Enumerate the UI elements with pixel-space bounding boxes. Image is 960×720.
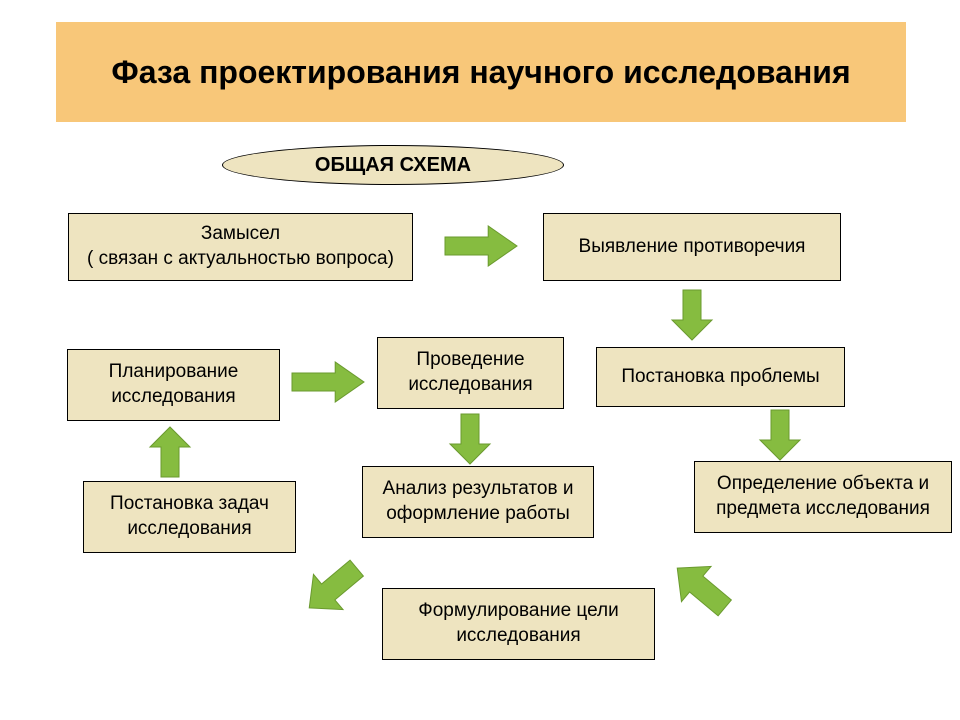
slide-title-text: Фаза проектирования научного исследовани… bbox=[111, 52, 850, 92]
box-label: Формулирование цели исследования bbox=[391, 599, 646, 648]
box-tasks: Постановка задач исследования bbox=[83, 481, 296, 553]
box-label: Постановка проблемы bbox=[621, 365, 819, 390]
a5-arrow-icon bbox=[294, 550, 371, 625]
a3-arrow-icon bbox=[760, 410, 800, 460]
subtitle-ellipse: ОБЩАЯ СХЕМА bbox=[222, 145, 564, 185]
box-label: Проведение исследования bbox=[386, 348, 555, 397]
slide-title: Фаза проектирования научного исследовани… bbox=[56, 22, 906, 122]
box-problem: Постановка проблемы bbox=[596, 347, 845, 407]
box-contradiction: Выявление противоречия bbox=[543, 213, 841, 281]
box-conducting: Проведение исследования bbox=[377, 337, 564, 409]
box-label: Замысел( связан с актуальностью вопроса) bbox=[87, 222, 394, 271]
a4-arrow-icon bbox=[662, 550, 739, 625]
box-object: Определение объекта и предмета исследова… bbox=[694, 461, 952, 533]
box-idea: Замысел( связан с актуальностью вопроса) bbox=[68, 213, 413, 281]
box-label: Анализ результатов и оформление работы bbox=[371, 477, 585, 526]
a1-arrow-icon bbox=[445, 226, 517, 266]
box-label: Определение объекта и предмета исследова… bbox=[703, 472, 943, 521]
box-analysis: Анализ результатов и оформление работы bbox=[362, 466, 594, 538]
a7-arrow-icon bbox=[292, 362, 364, 402]
a6-arrow-icon bbox=[150, 427, 190, 477]
a2-arrow-icon bbox=[672, 290, 712, 340]
box-goal: Формулирование цели исследования bbox=[382, 588, 655, 660]
box-label: Выявление противоречия bbox=[579, 235, 806, 260]
box-planning: Планирование исследования bbox=[67, 349, 280, 421]
box-label: Планирование исследования bbox=[76, 360, 271, 409]
box-label: Постановка задач исследования bbox=[92, 492, 287, 541]
subtitle-text: ОБЩАЯ СХЕМА bbox=[315, 154, 471, 177]
a8-arrow-icon bbox=[450, 414, 490, 464]
